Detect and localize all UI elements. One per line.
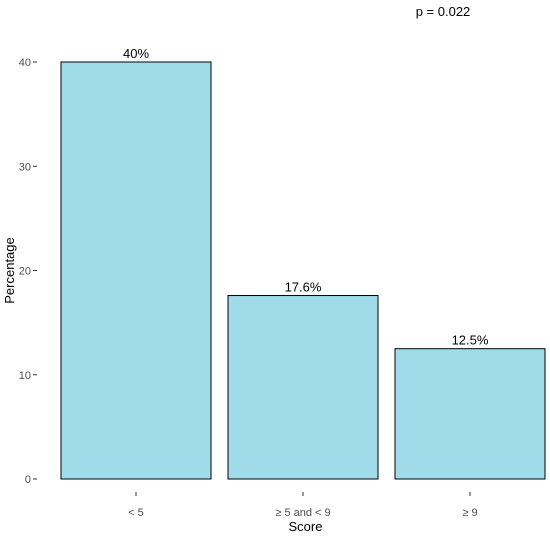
bar	[394, 348, 546, 480]
bar-data-label: 17.6%	[285, 280, 322, 295]
y-tick-label: 0	[25, 474, 31, 486]
p-value-annotation: p = 0.022	[416, 4, 471, 19]
y-tick-label: 10	[19, 370, 31, 382]
x-axis-title: Score	[289, 519, 323, 534]
x-tick-label: ≥ 5 and < 9	[275, 507, 330, 519]
y-tick-label: 30	[19, 161, 31, 173]
bars: 40% 17.6% 12.5%	[60, 46, 546, 480]
y-tick-label: 40	[19, 57, 31, 69]
x-tick-label: < 5	[128, 507, 144, 519]
bar	[227, 295, 379, 480]
y-axis: 0 10 20 30 40	[19, 57, 37, 486]
bar-data-label: 40%	[123, 46, 149, 61]
x-tick-label: ≥ 9	[462, 507, 477, 519]
bar-data-label: 12.5%	[452, 333, 489, 348]
bar	[60, 61, 212, 480]
y-axis-title: Percentage	[2, 237, 17, 304]
x-axis: < 5 ≥ 5 and < 9 ≥ 9	[128, 492, 478, 519]
y-tick-label: 20	[19, 266, 31, 278]
